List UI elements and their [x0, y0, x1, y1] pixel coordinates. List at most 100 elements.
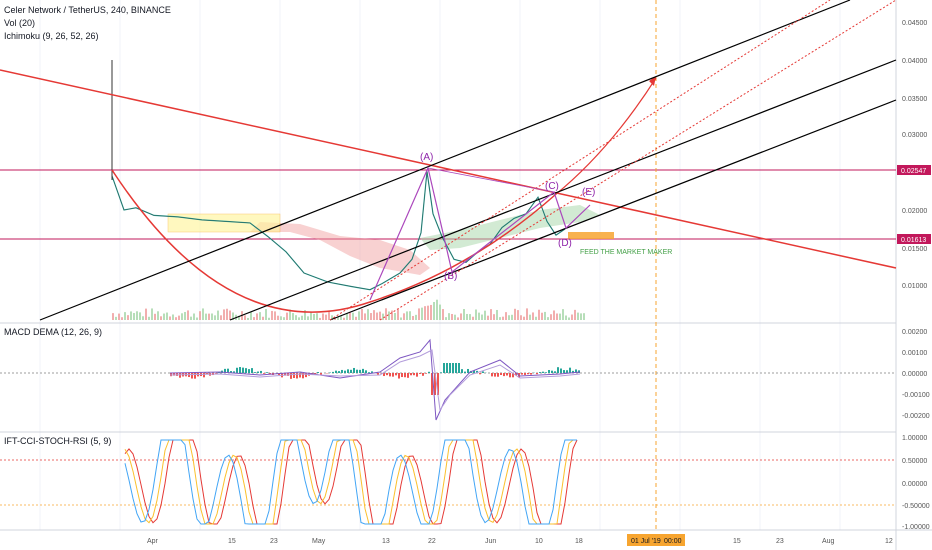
- macd-bar: [218, 372, 220, 373]
- volume-bar: [412, 315, 414, 320]
- wave-d-label: (D): [558, 238, 572, 249]
- macd-bar: [206, 373, 208, 375]
- volume-bar: [289, 309, 291, 320]
- wave-abcde: [369, 166, 591, 301]
- volume-bar: [157, 311, 159, 320]
- volume-bar: [358, 311, 360, 320]
- time-tick-23a: 23: [270, 538, 278, 545]
- consolidation-box: [167, 213, 281, 233]
- volume-bar: [286, 312, 288, 320]
- ift-tick-4: -0.50000: [902, 503, 930, 510]
- macd-bar: [482, 371, 484, 373]
- volume-bar: [127, 315, 129, 320]
- macd-bar: [266, 372, 268, 373]
- time-tick-23b: 23: [776, 538, 784, 545]
- macd-bar: [242, 367, 244, 373]
- price-tick-7: 0.01000: [902, 283, 927, 290]
- volume-bar: [550, 314, 552, 320]
- volume-bar: [196, 317, 198, 320]
- volume-bar: [283, 317, 285, 320]
- volume-bar: [301, 315, 303, 320]
- volume-bar: [340, 316, 342, 320]
- volume-bar: [160, 316, 162, 320]
- ift-indicator-label[interactable]: IFT-CCI-STOCH-RSI (5, 9): [4, 436, 112, 446]
- macd-bar: [548, 369, 550, 373]
- macd-bar: [560, 368, 562, 373]
- volume-bar: [304, 310, 306, 320]
- macd-bar: [401, 373, 403, 378]
- time-tick-13: 13: [382, 538, 390, 545]
- price-tick-6: 0.01500: [902, 246, 927, 253]
- macd-bar: [341, 369, 343, 373]
- volume-bar: [511, 314, 513, 320]
- macd-bar: [476, 370, 478, 373]
- volume-bar: [130, 311, 132, 320]
- volume-bar: [499, 317, 501, 320]
- volume-bar: [568, 317, 570, 320]
- time-tick-15b: 15: [733, 538, 741, 545]
- macd-bar: [569, 367, 571, 373]
- macd-bar: [452, 363, 454, 373]
- macd-bar: [233, 371, 235, 373]
- volume-bar: [208, 313, 210, 320]
- ift-tick-2: 0.50000: [902, 458, 927, 465]
- macd-bar: [239, 367, 241, 373]
- support-price-tag: [897, 234, 931, 244]
- volume-bar: [172, 314, 174, 320]
- macd-bar: [542, 371, 544, 373]
- macd-bar: [545, 372, 547, 373]
- macd-bar: [290, 373, 292, 379]
- macd-bar: [527, 373, 529, 375]
- volume-bar: [115, 316, 117, 320]
- volume-bar: [448, 313, 450, 320]
- volume-bar: [298, 317, 300, 320]
- macd-bar: [458, 363, 460, 373]
- volume-bar: [400, 317, 402, 320]
- volume-bar: [214, 315, 216, 320]
- macd-bar: [515, 373, 517, 376]
- volume-bar: [124, 312, 126, 320]
- symbol-title[interactable]: Celer Network / TetherUS, 240, BINANCE: [4, 5, 171, 15]
- macd-bar: [494, 373, 496, 377]
- volume-bar: [271, 310, 273, 320]
- macd-line: [169, 338, 581, 421]
- volume-bar: [454, 314, 456, 320]
- macd-bar: [329, 372, 331, 373]
- macd-bar: [506, 373, 508, 376]
- macd-bar: [404, 373, 406, 378]
- volume-bar: [226, 308, 228, 320]
- volume-bar: [307, 316, 309, 320]
- ift-tick-3: 0.00000: [902, 481, 927, 488]
- macd-bar: [575, 369, 577, 373]
- macd-bar: [491, 373, 493, 377]
- volume-bar: [406, 311, 408, 320]
- volume-bar: [361, 308, 363, 320]
- macd-bar: [395, 373, 397, 376]
- volume-bar: [229, 310, 231, 320]
- price-tick-4: 0.03000: [902, 132, 927, 139]
- volume-bar: [328, 310, 330, 320]
- vol-indicator-label[interactable]: Vol (20): [4, 18, 36, 28]
- wave-b-label: (B): [444, 271, 457, 282]
- main-legend: Celer Network / TetherUS, 240, BINANCE V…: [4, 4, 171, 43]
- volume-bar: [268, 317, 270, 320]
- volume-bar: [427, 305, 429, 320]
- macd-bar: [317, 372, 319, 373]
- macd-bar: [368, 372, 370, 373]
- volume-bar: [295, 315, 297, 320]
- macd-indicator-label[interactable]: MACD DEMA (12, 26, 9): [4, 327, 103, 337]
- macd-bar: [398, 373, 400, 379]
- volume-bar: [574, 309, 576, 320]
- volume-bar: [451, 313, 453, 320]
- dotted-channel-1: [379, 0, 897, 321]
- projection-arrowhead: [649, 76, 656, 86]
- wave-ac-link: [427, 167, 555, 193]
- macd-bar: [314, 373, 316, 375]
- macd-bar: [431, 373, 433, 395]
- volume-bar: [151, 308, 153, 320]
- ichimoku-indicator-label[interactable]: Ichimoku (9, 26, 52, 26): [4, 31, 99, 41]
- wave-c-label: (C): [545, 181, 559, 192]
- volume-bar: [508, 315, 510, 320]
- volume-bar: [409, 311, 411, 320]
